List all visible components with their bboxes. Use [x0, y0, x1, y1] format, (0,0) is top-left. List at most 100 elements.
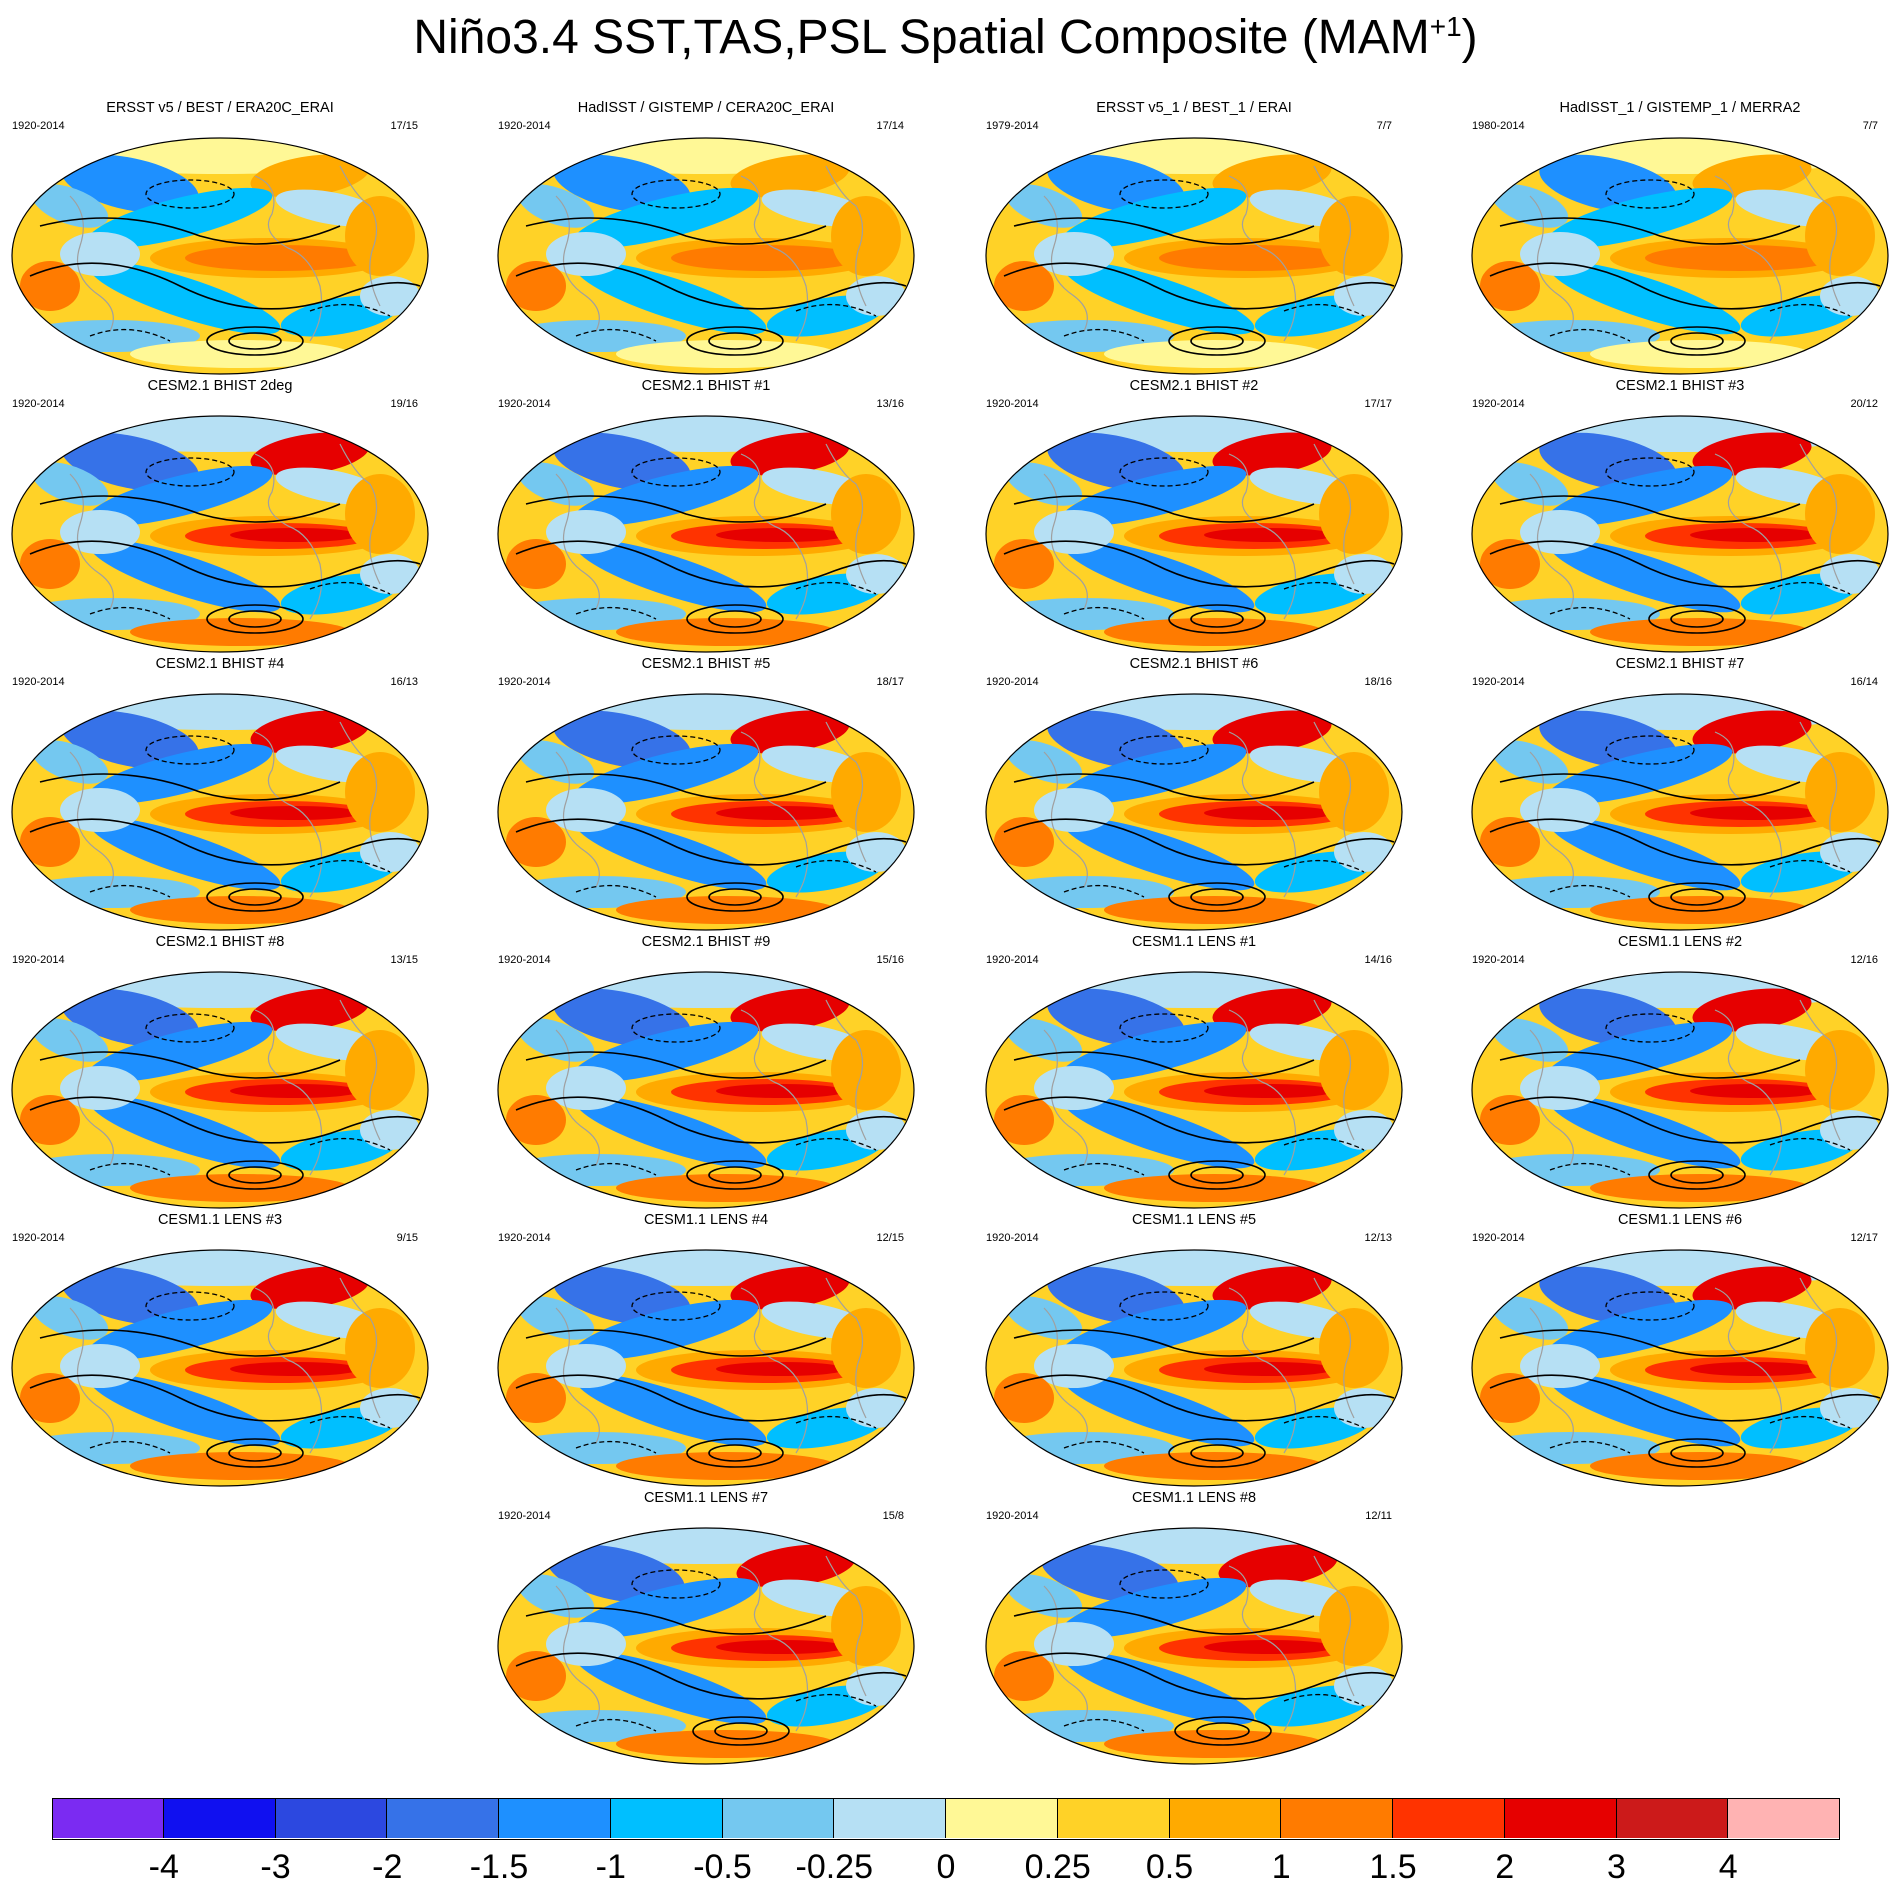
- panel-event-count: 15/8: [882, 1510, 904, 1522]
- projected-map: [11, 1249, 429, 1487]
- colorbar-swatch: [610, 1798, 723, 1838]
- map-panel: CESM2.1 BHIST #1 1920-2014 13/16: [496, 378, 916, 656]
- projected-map: [985, 693, 1403, 931]
- panel-period: 1920-2014: [498, 954, 551, 966]
- colorbar-tick-label: -3: [260, 1848, 291, 1886]
- panel-map: [496, 692, 916, 932]
- map-panel: CESM2.1 BHIST #7 1920-2014 16/14: [1470, 656, 1890, 934]
- colorbar-tick-label: -0.5: [693, 1848, 752, 1886]
- panel-event-count: 19/16: [390, 398, 418, 410]
- map-panel: CESM1.1 LENS #8 1920-2014 12/11: [984, 1490, 1404, 1768]
- colorbar-swatch: [1728, 1798, 1840, 1838]
- panel-event-count: 7/7: [1376, 120, 1392, 132]
- panel-map: [1470, 692, 1890, 932]
- map-panel: CESM2.1 BHIST #6 1920-2014 18/16: [984, 656, 1404, 934]
- panel-title: CESM2.1 BHIST #1: [641, 378, 771, 394]
- panel-title: ERSST v5 / BEST / ERA20C_ERAI: [106, 100, 334, 116]
- colorbar-swatch: [834, 1798, 946, 1838]
- panel-period: 1920-2014: [1472, 676, 1525, 688]
- colorbar-swatch: [1393, 1798, 1505, 1838]
- panel-period: 1920-2014: [12, 120, 65, 132]
- panel-period: 1920-2014: [498, 120, 551, 132]
- panel-title: CESM2.1 BHIST #5: [641, 656, 771, 672]
- projected-map: [1471, 137, 1889, 375]
- colorbar-swatch: [1616, 1798, 1729, 1838]
- panel-event-count: 12/17: [1850, 1232, 1878, 1244]
- projected-map: [1471, 415, 1889, 653]
- panel-event-count: 17/17: [1364, 398, 1392, 410]
- panel-period: 1920-2014: [12, 1232, 65, 1244]
- panel-title: HadISST / GISTEMP / CERA20C_ERAI: [577, 100, 835, 116]
- colorbar-tick-label: 1: [1271, 1848, 1291, 1886]
- map-panel: CESM2.1 BHIST #2 1920-2014 17/17: [984, 378, 1404, 656]
- map-panel: HadISST_1 / GISTEMP_1 / MERRA2 1980-2014 7…: [1470, 100, 1890, 378]
- panel-event-count: 9/15: [396, 1232, 418, 1244]
- map-panel: HadISST / GISTEMP / CERA20C_ERAI 1920-201…: [496, 100, 916, 378]
- panel-map: [496, 1526, 916, 1766]
- panel-map: [496, 136, 916, 376]
- panel-map: [984, 414, 1404, 654]
- panel-event-count: 13/16: [876, 398, 904, 410]
- panel-title: CESM1.1 LENS #5: [1131, 1212, 1257, 1228]
- panel-period: 1920-2014: [12, 954, 65, 966]
- colorbar-swatch: [946, 1798, 1058, 1838]
- panel-title: CESM2.1 BHIST #4: [155, 656, 285, 672]
- map-panel: CESM2.1 BHIST #3 1920-2014 20/12: [1470, 378, 1890, 656]
- panel-period: 1920-2014: [498, 676, 551, 688]
- colorbar-tick-label: -4: [148, 1848, 179, 1886]
- map-panel: CESM1.1 LENS #6 1920-2014 12/17: [1470, 1212, 1890, 1490]
- panel-title: CESM1.1 LENS #1: [1131, 934, 1257, 950]
- panel-map: [984, 1248, 1404, 1488]
- map-panel: CESM2.1 BHIST #4 1920-2014 16/13: [10, 656, 430, 934]
- projected-map: [985, 1249, 1403, 1487]
- panel-title: CESM1.1 LENS #4: [643, 1212, 769, 1228]
- panel-title: CESM2.1 BHIST 2deg: [147, 378, 293, 394]
- projected-map: [985, 415, 1403, 653]
- panel-map: [496, 970, 916, 1210]
- colorbar-swatch: [499, 1798, 611, 1838]
- projected-map: [11, 693, 429, 931]
- projected-map: [985, 971, 1403, 1209]
- map-panel: CESM2.1 BHIST #9 1920-2014 15/16: [496, 934, 916, 1212]
- projected-map: [11, 137, 429, 375]
- panel-event-count: 12/11: [1365, 1510, 1392, 1522]
- colorbar-swatch: [163, 1798, 276, 1838]
- colorbar-tick-label: 0: [936, 1848, 956, 1886]
- map-panel: ERSST v5 / BEST / ERA20C_ERAI 1920-2014 17…: [10, 100, 430, 378]
- colorbar-tick-label: -2: [372, 1848, 403, 1886]
- colorbar-swatch: [1504, 1798, 1617, 1838]
- panel-event-count: 12/13: [1364, 1232, 1392, 1244]
- panel-period: 1920-2014: [986, 1510, 1039, 1522]
- panel-event-count: 14/16: [1364, 954, 1392, 966]
- panel-event-count: 20/12: [1850, 398, 1878, 410]
- panel-title: CESM2.1 BHIST #8: [155, 934, 285, 950]
- colorbar-swatch: [1169, 1798, 1282, 1838]
- map-panel: CESM2.1 BHIST #8 1920-2014 13/15: [10, 934, 430, 1212]
- panel-period: 1920-2014: [498, 1232, 551, 1244]
- panel-event-count: 12/16: [1850, 954, 1878, 966]
- colorbar-tick-label: -1: [595, 1848, 626, 1886]
- panel-map: [10, 1248, 430, 1488]
- projected-map: [1471, 693, 1889, 931]
- panel-event-count: 17/14: [876, 120, 904, 132]
- panel-map: [984, 1526, 1404, 1766]
- projected-map: [497, 1527, 915, 1765]
- panel-period: 1980-2014: [1472, 120, 1525, 132]
- panel-period: 1920-2014: [986, 1232, 1039, 1244]
- panel-event-count: 12/15: [876, 1232, 904, 1244]
- panel-period: 1920-2014: [12, 398, 65, 410]
- panel-title: CESM1.1 LENS #8: [1131, 1490, 1257, 1506]
- panel-map: [1470, 136, 1890, 376]
- panel-title: HadISST_1 / GISTEMP_1 / MERRA2: [1559, 100, 1801, 116]
- panel-event-count: 17/15: [390, 120, 418, 132]
- panel-map: [1470, 1248, 1890, 1488]
- colorbar-swatch: [722, 1798, 835, 1838]
- colorbar: [52, 1798, 1840, 1840]
- map-panel: CESM1.1 LENS #7 1920-2014 15/8: [496, 1490, 916, 1768]
- panel-period: 1920-2014: [498, 398, 551, 410]
- panel-map: [10, 136, 430, 376]
- panel-title: CESM2.1 BHIST #6: [1129, 656, 1259, 672]
- panel-title: CESM1.1 LENS #6: [1617, 1212, 1743, 1228]
- panel-map: [1470, 414, 1890, 654]
- colorbar-tick-label: 4: [1718, 1848, 1738, 1886]
